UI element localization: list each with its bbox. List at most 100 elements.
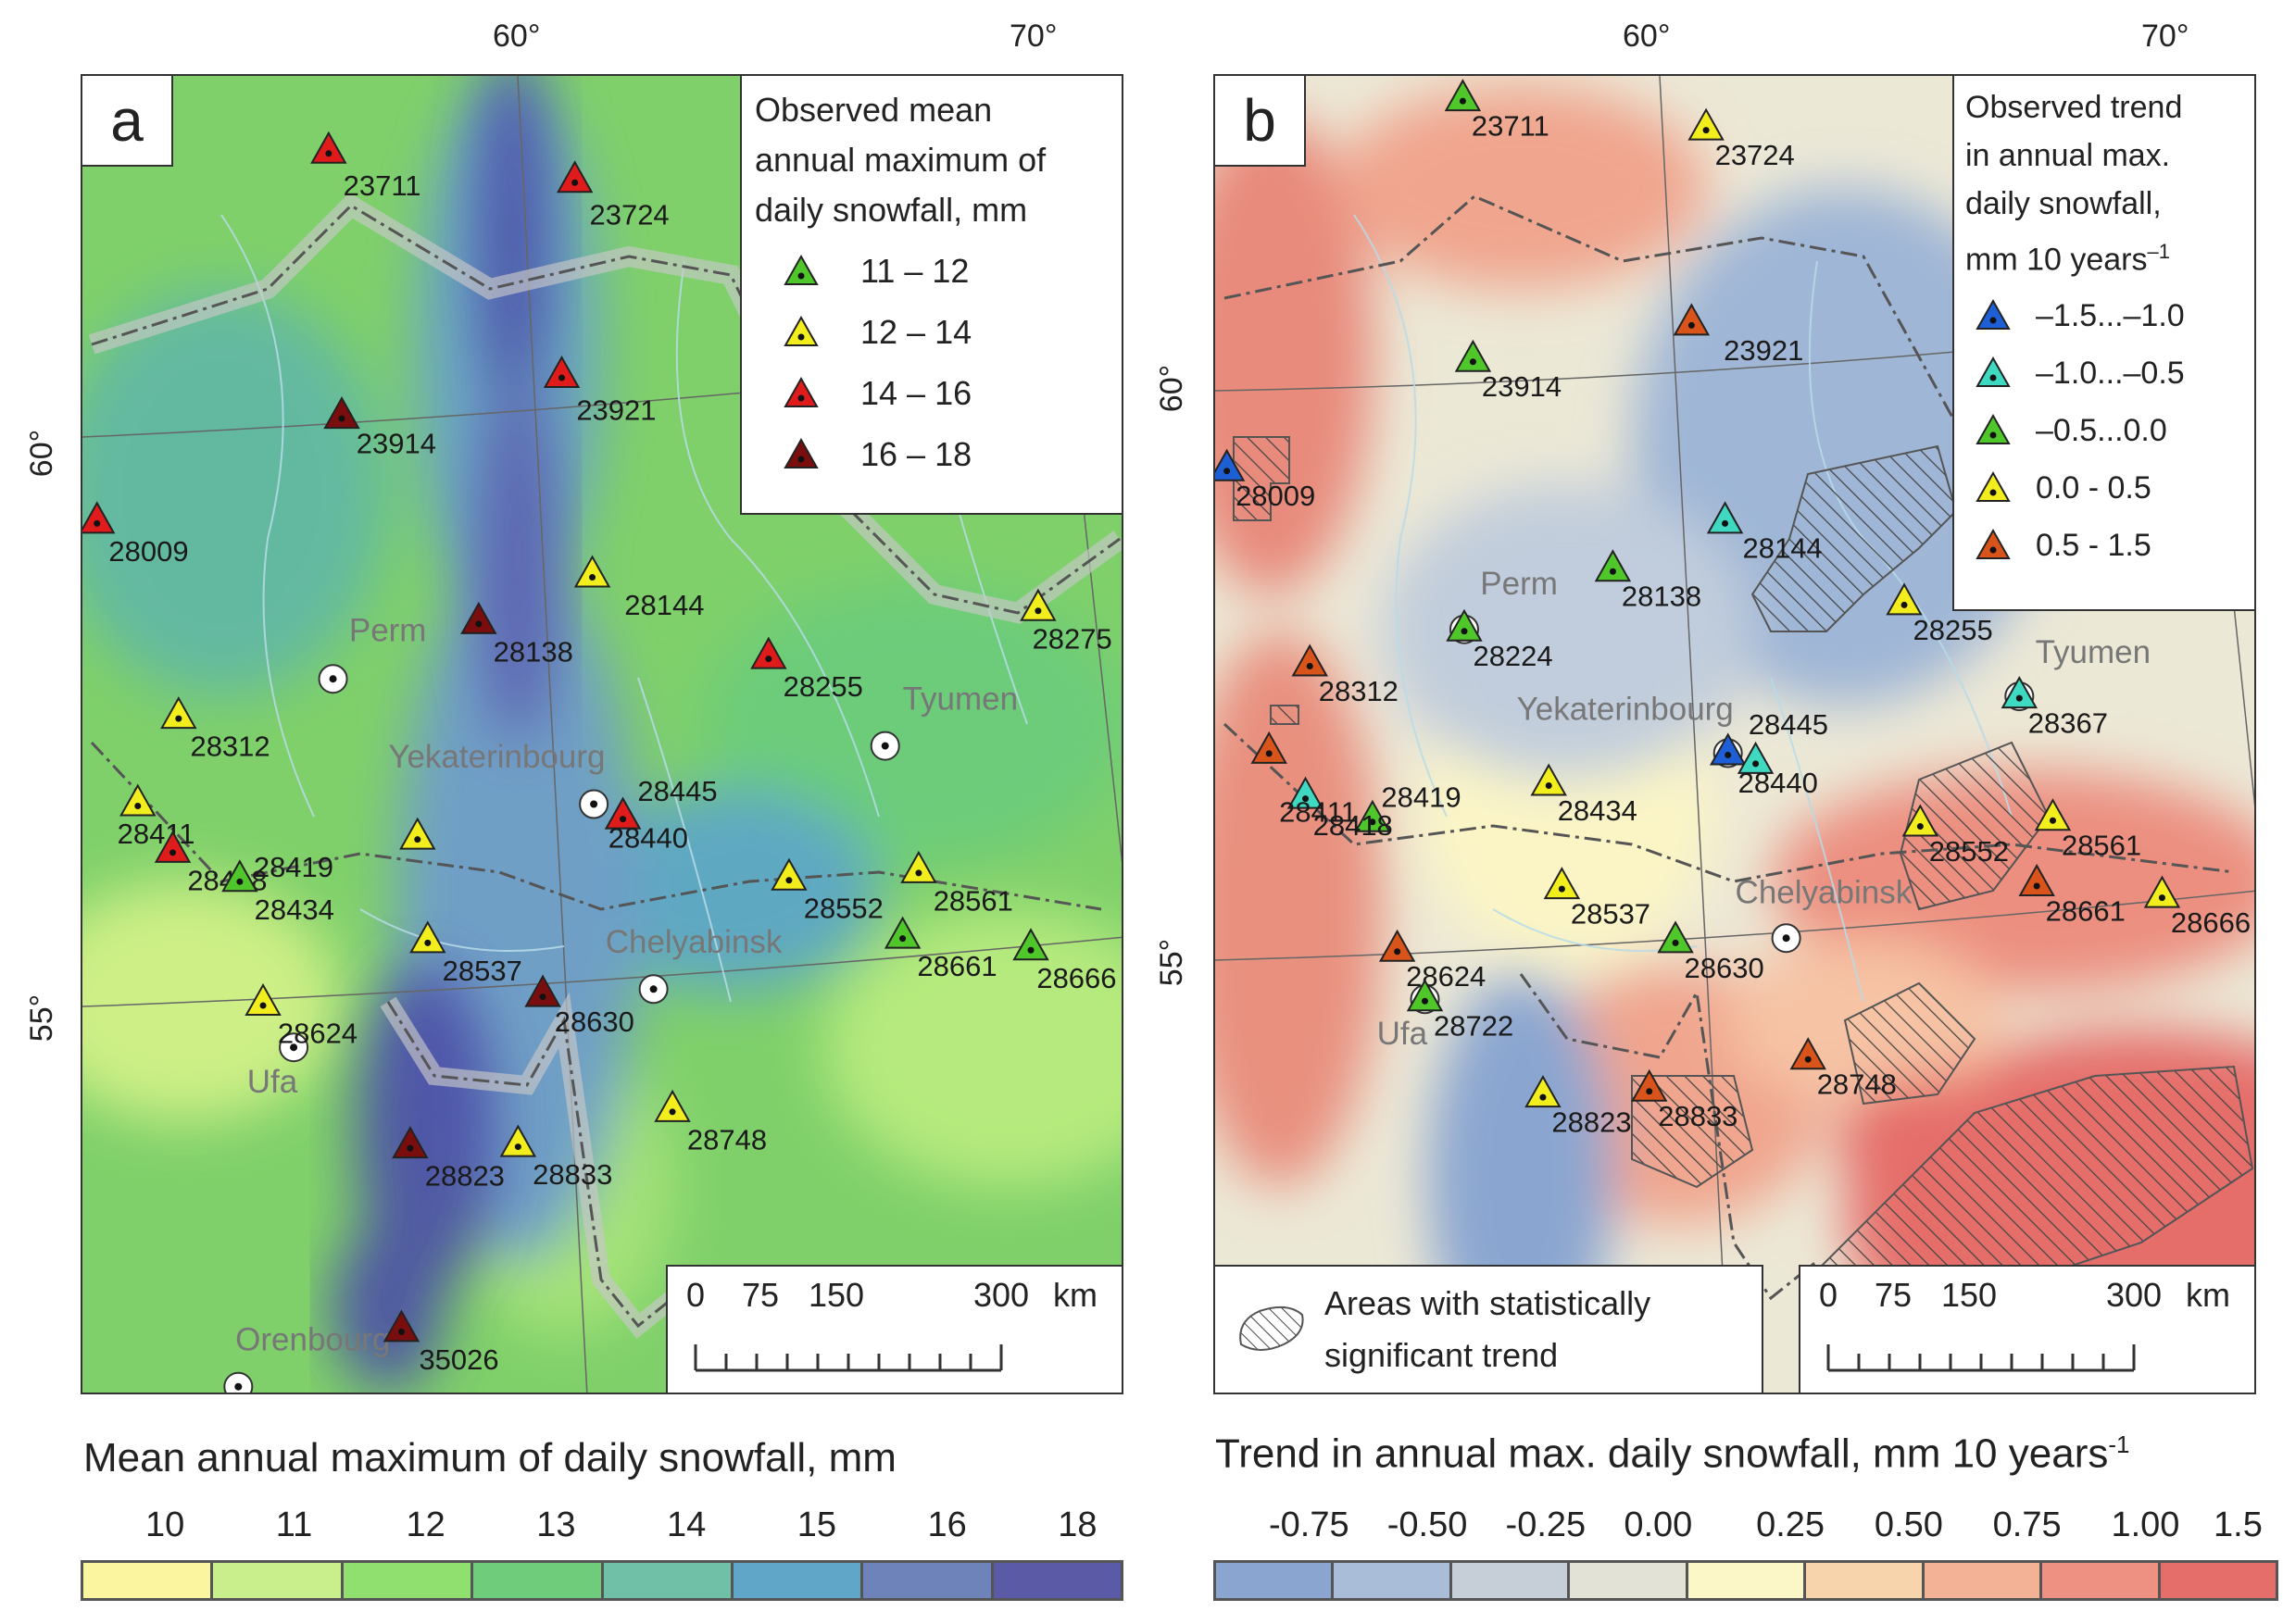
city-label-perm: Perm [349, 612, 427, 648]
station-label-35026: 35026 [419, 1343, 498, 1376]
latitude-label-60: 60° [24, 429, 60, 478]
scale-bar-a: 0 75 150 300 km [666, 1265, 1122, 1393]
station-marker-28823 [392, 1126, 429, 1159]
scale-unit: km [1053, 1276, 1098, 1314]
station-marker-28144 [1706, 501, 1744, 534]
station-label-28138: 28138 [1622, 581, 1701, 613]
legend-label: 11 – 12 [860, 252, 970, 290]
station-dot-28624 [259, 1002, 267, 1009]
city-label-tyumen: Tyumen [903, 681, 1019, 717]
station-marker-23914 [1454, 339, 1492, 372]
station-label-28445: 28445 [637, 775, 717, 807]
colorbar-tick-label: 1.00 [2111, 1505, 2180, 1544]
colorbar-swatch [863, 1563, 994, 1598]
station-marker-28275 [1020, 588, 1057, 621]
city-label-tyumen: Tyumen [2036, 634, 2151, 670]
colorbar-tick-label: 18 [1058, 1505, 1098, 1544]
station-marker-28009 [1215, 448, 1246, 481]
latitude-label-55: 55° [24, 993, 60, 1043]
colorbar-swatch [473, 1563, 604, 1598]
station-marker-23921 [1673, 303, 1711, 336]
station-label-28312: 28312 [190, 731, 270, 763]
station-dot-28537 [1558, 885, 1565, 893]
station-marker-23724 [556, 160, 594, 194]
station-dot-28661 [2033, 882, 2040, 890]
station-dot-28144 [1722, 519, 1729, 527]
station-label-28367: 28367 [2028, 706, 2108, 739]
station-dot-28630 [1672, 939, 1679, 946]
station-marker-28440 [604, 796, 642, 830]
station-marker-28823 [1524, 1075, 1562, 1108]
station-dot-23921 [1687, 321, 1695, 329]
legend-triangle-icon [784, 437, 819, 468]
station-label-28434: 28434 [1558, 794, 1637, 827]
colorbar-swatch [213, 1563, 344, 1598]
legend-b-title-line-4: mm 10 years–1 [1965, 228, 2243, 283]
station-dot-28419 [414, 836, 421, 843]
station-label-28418: 28418 [1313, 809, 1393, 842]
station-marker-23914 [323, 396, 360, 430]
legend-triangle-icon [784, 376, 819, 407]
station-dot-28367 [2015, 694, 2023, 702]
legend-triangle-icon [1976, 529, 2011, 560]
station-dot-28411 [134, 803, 142, 809]
station-label-28624: 28624 [278, 1018, 358, 1050]
station-marker-28833 [499, 1124, 537, 1157]
station-marker-28552 [1901, 804, 1939, 837]
significance-text: Areas with statistically significant tre… [1324, 1284, 1651, 1374]
colorbar-tick-label: 14 [667, 1505, 707, 1544]
station-marker-28224 [1446, 608, 1483, 642]
map-panel-a: Perm Yekaterinbourg Tyumen Chelyabinsk Ufa Or… [81, 74, 1123, 1394]
station-dot-23711 [325, 150, 332, 157]
legend-triangle-icon [1976, 299, 2011, 331]
colorbar-swatch [2042, 1563, 2161, 1598]
station-dot-28434 [236, 878, 244, 885]
station-marker-28418 [154, 830, 192, 863]
colorbar-swatch [1334, 1563, 1452, 1598]
station-label-28630: 28630 [1685, 952, 1764, 984]
hatched-area-icon [1239, 1305, 1304, 1351]
station-label-28748: 28748 [1817, 1068, 1897, 1101]
station-label-28224: 28224 [1473, 640, 1552, 672]
city-dot-perm [329, 675, 337, 683]
legend-triangle-icon [1976, 471, 2011, 503]
station-label-28419: 28419 [1381, 781, 1461, 813]
legend-row: 16 – 18 [783, 424, 1109, 485]
colorbar-tick-label: 16 [927, 1505, 967, 1544]
colorbar-swatch [603, 1563, 734, 1598]
colorbar-swatch [1924, 1563, 2043, 1598]
station-label-28537: 28537 [443, 955, 522, 987]
legend-label: 12 – 14 [860, 313, 972, 351]
legend-label: –1.5...–1.0 [2036, 297, 2185, 333]
legend-row: 0.5 - 1.5 [1975, 517, 2243, 574]
station-marker-28009 [82, 501, 116, 534]
legend-b-title-line-2: in annual max. [1965, 138, 2171, 173]
station-marker-28561 [900, 850, 937, 883]
panel-letter-a: a [82, 76, 173, 167]
station-label-28666: 28666 [1036, 962, 1116, 994]
station-label-28255: 28255 [784, 670, 863, 703]
station-marker-23711 [1444, 79, 1482, 112]
station-label-28823: 28823 [1551, 1106, 1631, 1139]
colorbar-swatch [2160, 1563, 2276, 1598]
station-marker-28661 [884, 916, 922, 949]
station-marker-28630 [1657, 920, 1694, 954]
legend-label: 16 – 18 [860, 435, 972, 473]
city-dot-tyumen [881, 742, 889, 750]
station-label-28434: 28434 [255, 893, 334, 926]
legend-panel-a: Observed mean annual maximum of daily sn… [740, 76, 1122, 515]
station-marker-28630 [524, 974, 561, 1007]
station-label-28144: 28144 [624, 589, 704, 621]
station-label-28445: 28445 [1749, 708, 1828, 741]
station-label-28138: 28138 [494, 635, 573, 668]
city-label-chelyabinsk: Chelyabinsk [606, 924, 783, 960]
station-label-28255: 28255 [1913, 614, 1993, 646]
station-marker-28144 [573, 555, 611, 588]
city-dot-chelyabinsk [1782, 934, 1790, 943]
colorbar-b-title-text: Trend in annual max. daily snowfall, mm … [1215, 1430, 2109, 1477]
station-label-23724: 23724 [1715, 139, 1795, 171]
station-label-23724: 23724 [589, 199, 669, 231]
legend-label: –0.5...0.0 [2036, 412, 2167, 448]
station-dot-28748 [669, 1108, 676, 1116]
station-label-28411: 28411 [1279, 795, 1357, 828]
